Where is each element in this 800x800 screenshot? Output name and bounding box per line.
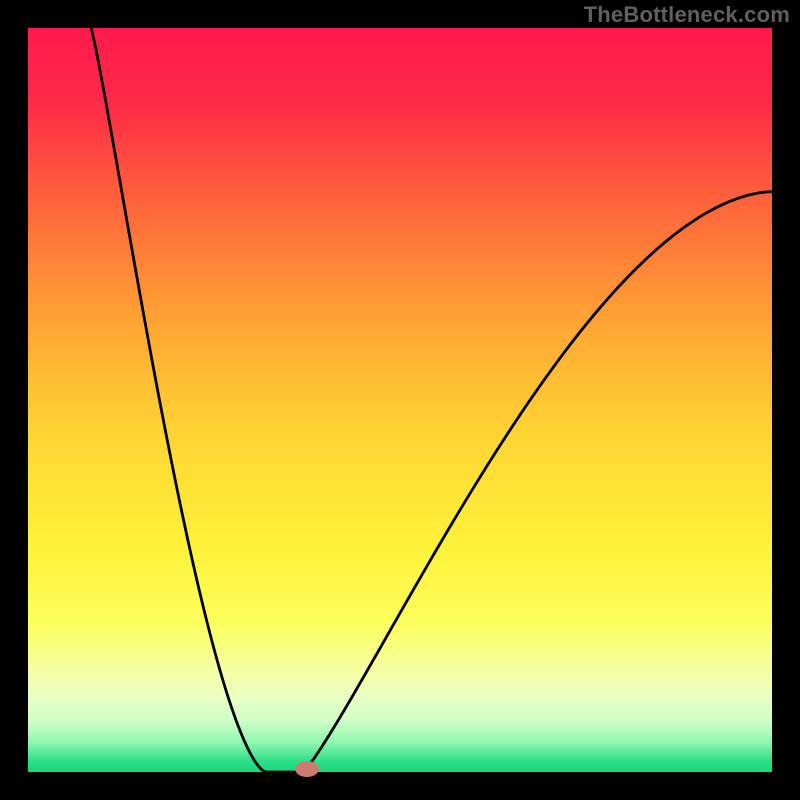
optimal-point-marker <box>295 761 319 777</box>
watermark-text: TheBottleneck.com <box>584 2 790 28</box>
plot-background <box>28 28 772 772</box>
bottleneck-chart <box>0 0 800 800</box>
chart-container: TheBottleneck.com <box>0 0 800 800</box>
